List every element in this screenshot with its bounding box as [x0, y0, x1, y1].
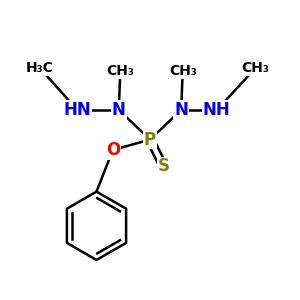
Text: O: O — [106, 141, 120, 159]
Text: CH₃: CH₃ — [106, 64, 134, 78]
Text: CH₃: CH₃ — [169, 64, 196, 78]
Text: HN: HN — [63, 101, 91, 119]
Text: S: S — [158, 157, 169, 175]
Text: P: P — [144, 130, 156, 148]
Text: H₃C: H₃C — [26, 61, 54, 75]
Text: CH₃: CH₃ — [242, 61, 269, 75]
Text: N: N — [112, 101, 126, 119]
Text: NH: NH — [203, 101, 231, 119]
Text: N: N — [174, 101, 188, 119]
